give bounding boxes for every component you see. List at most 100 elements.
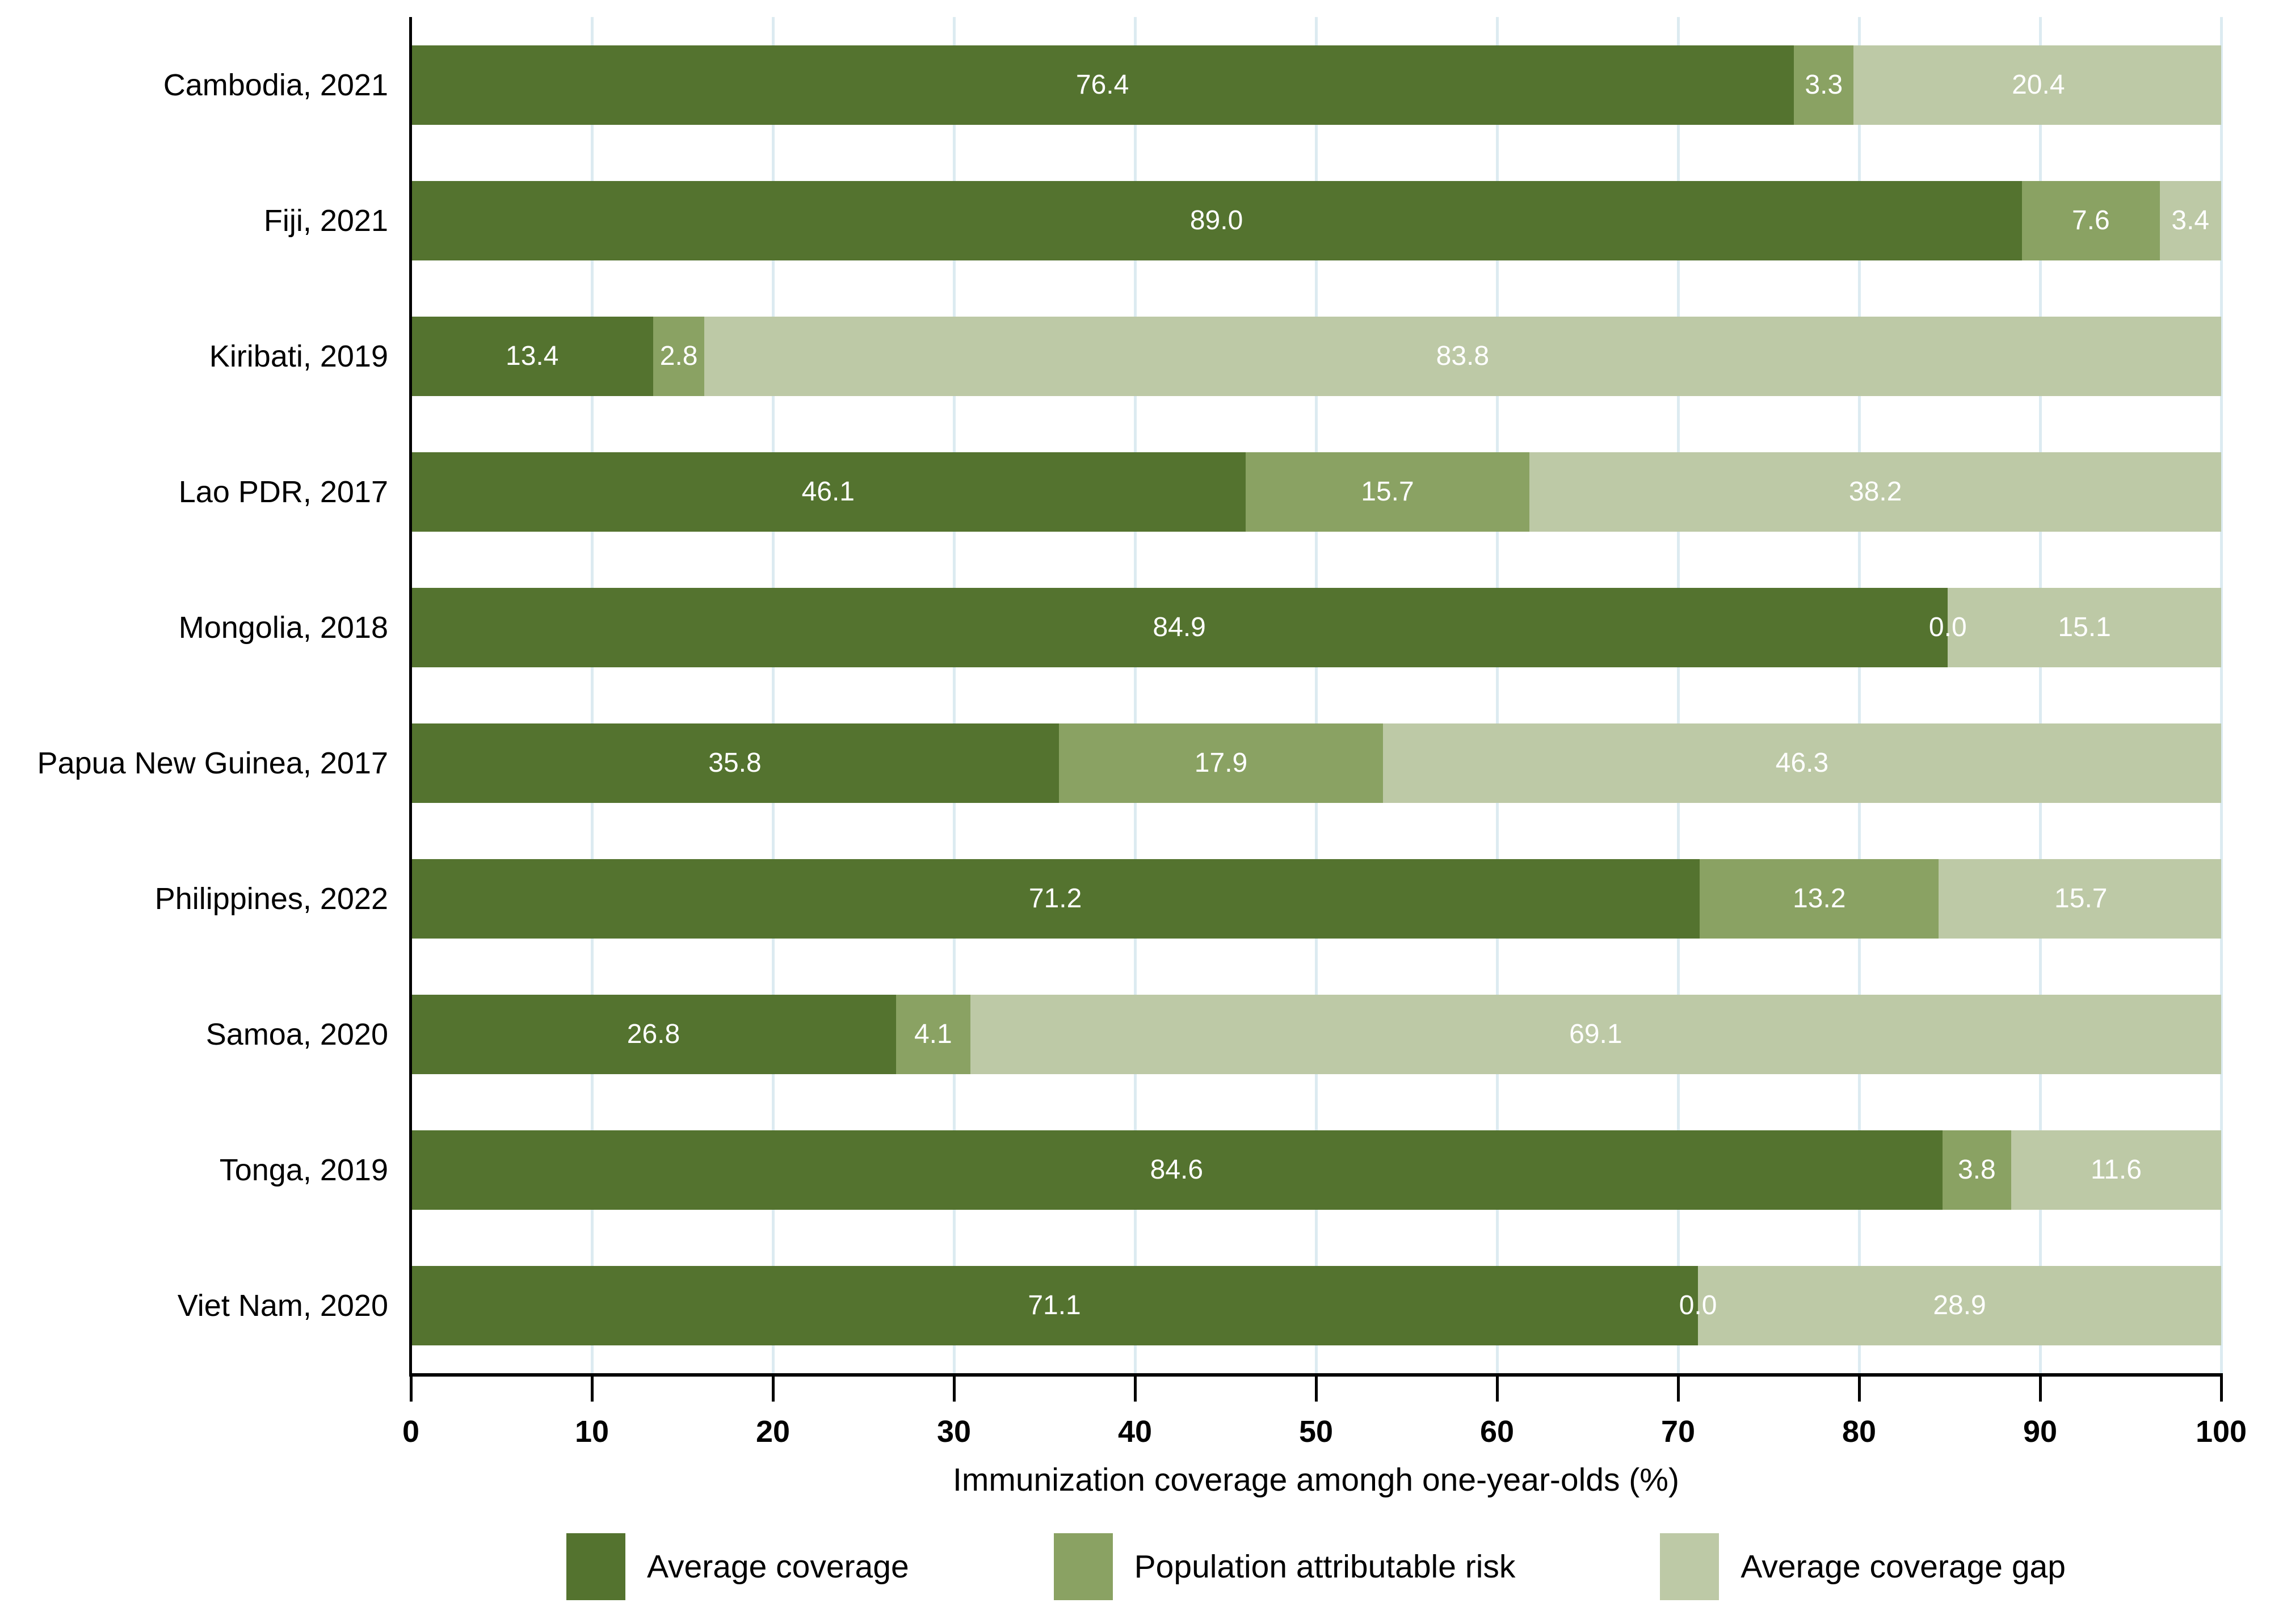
stacked-bar — [411, 1130, 2221, 1210]
bar-row-4: 84.9 0.0 15.1 — [411, 587, 2221, 667]
stacked-bar — [411, 859, 2221, 939]
bar-segment — [2159, 180, 2221, 260]
x-tick-label: 40 — [1117, 1415, 1153, 1449]
bar-value-label: 3.4 — [2171, 205, 2210, 235]
bar-segment — [896, 994, 970, 1074]
category-label: Lao PDR, 2017 — [178, 474, 388, 509]
x-tick-label: 10 — [574, 1415, 609, 1449]
bar-value-label: 71.1 — [1028, 1290, 1081, 1320]
bar-segment — [970, 994, 2221, 1074]
gridline-90 — [2039, 17, 2042, 1373]
bar-segment — [1059, 723, 1384, 803]
plot-area: 76.4 3.3 20.4 89.0 7.6 3.4 13.4 2.8 83.8 46.1 15.7… — [411, 17, 2223, 1373]
bar-row-9: 71.1 0.0 28.9 — [411, 1265, 2221, 1345]
bar-value-label: 0.0 — [1679, 1290, 1717, 1320]
x-tick — [591, 1377, 594, 1402]
bar-value-label: 35.8 — [708, 747, 762, 778]
x-tick — [1134, 1377, 1137, 1402]
x-tick — [2039, 1377, 2042, 1402]
bar-row-6: 71.2 13.2 15.7 — [411, 859, 2221, 939]
bar-segment — [411, 1265, 1699, 1345]
bar-segment — [411, 859, 1700, 939]
bar-value-label: 26.8 — [627, 1019, 680, 1049]
x-tick-label: 20 — [755, 1415, 791, 1449]
legend-swatch — [1660, 1533, 1720, 1600]
x-tick-label: 70 — [1660, 1415, 1696, 1449]
bar-segment — [1700, 859, 1939, 939]
y-axis-line — [409, 17, 412, 1375]
stacked-bar — [411, 316, 2221, 396]
x-axis-line — [409, 1373, 2223, 1377]
stacked-bar — [411, 587, 2221, 667]
legend-item: Average coverage gap — [1660, 1533, 2066, 1600]
bar-segment — [411, 45, 1794, 125]
bar-value-label: 7.6 — [2071, 205, 2110, 235]
gridline-80 — [1858, 17, 1861, 1373]
bar-segment — [1794, 45, 1854, 125]
bar-value-label: 15.7 — [1361, 476, 1414, 507]
bar-segment — [1853, 45, 2221, 125]
bar-row-7: 26.8 4.1 69.1 — [411, 994, 2221, 1074]
bar-value-label: 0.0 — [1928, 612, 1967, 642]
stacked-bar — [411, 723, 2221, 803]
bar-segment — [411, 452, 1246, 532]
x-tick-label: 100 — [2195, 1415, 2247, 1449]
bar-value-label: 20.4 — [2012, 69, 2065, 100]
gridline-10 — [591, 17, 594, 1373]
category-label: Papua New Guinea, 2017 — [37, 746, 388, 780]
category-label: Viet Nam, 2020 — [177, 1288, 388, 1323]
bar-value-label: 84.6 — [1150, 1154, 1204, 1185]
category-label: Mongolia, 2018 — [178, 610, 388, 645]
gridline-20 — [772, 17, 775, 1373]
bar-segment — [411, 587, 1948, 667]
x-tick-label: 0 — [402, 1415, 420, 1449]
x-tick — [2220, 1377, 2223, 1402]
x-tick — [1858, 1377, 1861, 1402]
bar-value-label: 11.6 — [2091, 1154, 2142, 1185]
bar-value-label: 13.4 — [506, 340, 559, 371]
gridline-50 — [1315, 17, 1318, 1373]
category-label: Samoa, 2020 — [205, 1017, 388, 1051]
bar-segment — [411, 180, 2023, 260]
legend-label: Population attributable risk — [1134, 1548, 1516, 1585]
bar-value-label: 83.8 — [1436, 340, 1490, 371]
bar-value-label: 46.3 — [1775, 747, 1829, 778]
legend-swatch — [566, 1533, 626, 1600]
bar-segment — [1529, 452, 2221, 532]
bar-row-8: 84.6 3.8 11.6 — [411, 1130, 2221, 1210]
stacked-bar — [411, 45, 2221, 125]
x-tick — [1496, 1377, 1499, 1402]
bar-value-label: 69.1 — [1569, 1019, 1622, 1049]
bar-segment — [411, 994, 896, 1074]
bar-value-label: 46.1 — [801, 476, 855, 507]
bar-row-1: 89.0 7.6 3.4 — [411, 180, 2221, 260]
bar-row-3: 46.1 15.7 38.2 — [411, 452, 2221, 532]
gridline-30 — [953, 17, 956, 1373]
x-tick — [1677, 1377, 1680, 1402]
bar-value-label: 71.2 — [1028, 883, 1082, 914]
category-label: Tonga, 2019 — [219, 1152, 388, 1187]
category-label: Cambodia, 2021 — [163, 68, 388, 102]
legend-item: Population attributable risk — [1053, 1533, 1516, 1600]
bar-segment — [1245, 452, 1530, 532]
bar-value-label: 17.9 — [1194, 747, 1248, 778]
bar-segment — [704, 316, 2221, 396]
x-tick — [410, 1377, 413, 1402]
legend-item: Average coverage — [566, 1533, 909, 1600]
bar-segment — [1948, 587, 2221, 667]
bar-segment — [1383, 723, 2221, 803]
category-label: Fiji, 2021 — [263, 203, 388, 238]
bar-value-label: 15.1 — [2058, 612, 2111, 642]
legend-label: Average coverage — [647, 1548, 909, 1585]
bar-segment — [653, 316, 704, 396]
x-tick-label: 90 — [2023, 1415, 2058, 1449]
bar-value-label: 38.2 — [1848, 476, 1902, 507]
x-tick-label: 80 — [1842, 1415, 1877, 1449]
category-label: Kiribati, 2019 — [209, 339, 388, 373]
stacked-bar — [411, 180, 2221, 260]
bar-row-5: 35.8 17.9 46.3 — [411, 723, 2221, 803]
bar-row-0: 76.4 3.3 20.4 — [411, 45, 2221, 125]
bar-value-label: 28.9 — [1933, 1290, 1986, 1320]
bar-segment — [411, 1130, 1943, 1210]
